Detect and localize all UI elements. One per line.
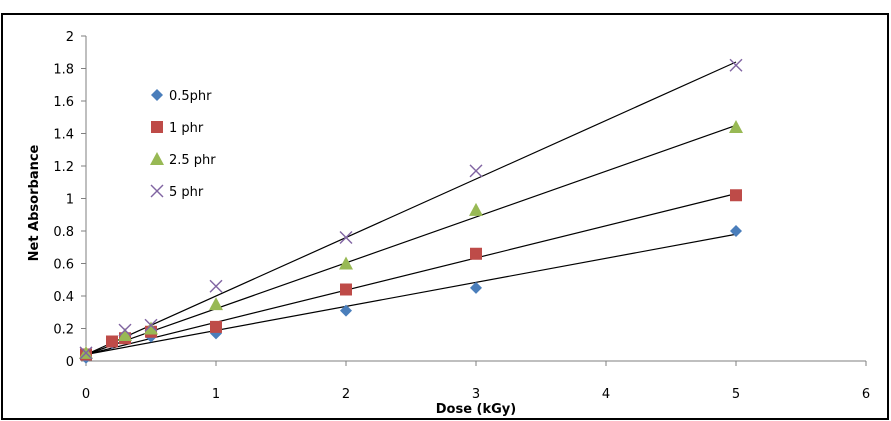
data-point	[144, 318, 158, 332]
y-tick-label: 0.2	[53, 323, 74, 338]
data-point	[106, 335, 118, 348]
x-tick-label: 0	[82, 387, 90, 402]
data-point	[209, 279, 223, 293]
data-point	[469, 164, 483, 178]
data-point	[340, 283, 352, 296]
y-tick-label: 0.6	[53, 258, 74, 273]
legend-label: 2.5 phr	[169, 153, 216, 168]
tick-labels: 0 0.2 0.4 0.6 0.8 1 1.2 1.4 1.6 1.8 2 0 1 2 3 4 5 6	[53, 30, 870, 402]
data-point	[729, 58, 743, 72]
x-marker-stroke	[144, 318, 158, 332]
trendlines	[85, 61, 737, 356]
legend-marker	[150, 184, 164, 198]
y-tick-label: 1.2	[53, 160, 74, 175]
x-marker-stroke	[469, 164, 483, 178]
x-tick-label: 2	[342, 387, 350, 402]
data-point	[729, 120, 743, 133]
y-tick-label: 1.6	[53, 95, 74, 110]
y-tick-label: 0	[66, 355, 74, 370]
trendline	[85, 61, 737, 356]
y-tick-label: 0.8	[53, 225, 74, 240]
x-tick-label: 1	[212, 387, 220, 402]
legend-label: 1 phr	[169, 121, 204, 136]
trendline	[85, 124, 737, 356]
x-tick-label: 6	[862, 387, 870, 402]
data-point	[730, 225, 742, 237]
data-point	[118, 323, 132, 337]
y-tick-label: 1.8	[53, 63, 74, 78]
data-point	[469, 202, 483, 216]
x-marker-stroke	[118, 323, 132, 337]
data-point	[730, 189, 742, 202]
x-marker-stroke	[150, 184, 164, 198]
trendline	[85, 193, 737, 356]
x-marker-stroke	[79, 346, 93, 360]
x-axis-title: Dose (kGy)	[436, 402, 516, 417]
x-marker-stroke	[729, 58, 743, 72]
chart-frame	[1, 13, 889, 420]
legend-label: 0.5phr	[169, 89, 212, 104]
y-axis-title: Net Absorbance	[27, 144, 42, 261]
data-point	[79, 346, 93, 360]
y-tick-label: 1	[66, 193, 74, 208]
legend: 0.5phr 1 phr 2.5 phr 5 phr	[150, 89, 216, 200]
legend-marker	[150, 152, 164, 165]
x-tick-label: 3	[472, 387, 480, 402]
data-point	[118, 328, 132, 341]
legend-marker	[151, 121, 163, 133]
data-point	[339, 231, 353, 244]
trendline	[85, 233, 737, 356]
data-point	[209, 297, 223, 311]
data-point	[144, 321, 158, 335]
data-point	[340, 304, 352, 317]
legend-marker	[151, 89, 163, 101]
data-point	[470, 281, 482, 294]
axes	[81, 35, 867, 366]
x-marker-stroke	[339, 231, 353, 244]
data-points	[79, 58, 743, 364]
x-tick-label: 4	[602, 387, 610, 402]
data-point	[210, 320, 222, 333]
data-point	[339, 256, 353, 270]
y-tick-label: 1.4	[53, 128, 74, 143]
y-tick-label: 2	[66, 30, 74, 45]
x-marker-stroke	[209, 279, 223, 293]
x-tick-label: 5	[732, 387, 740, 402]
legend-label: 5 phr	[169, 185, 204, 200]
y-tick-label: 0.4	[53, 290, 74, 305]
data-point	[470, 247, 482, 260]
